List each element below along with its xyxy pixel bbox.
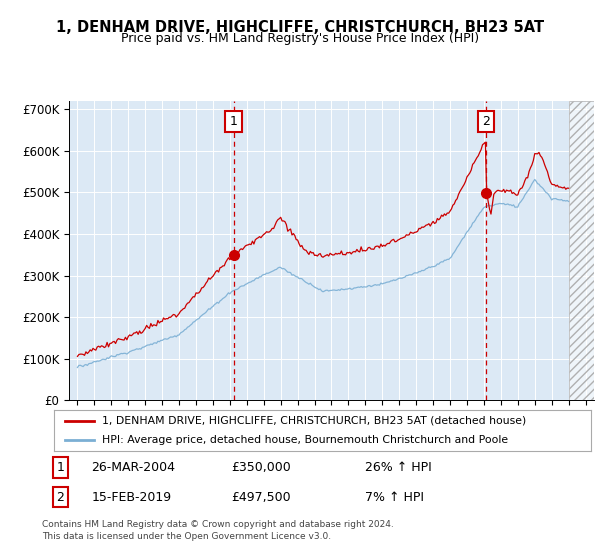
Text: 1: 1: [230, 115, 238, 128]
Text: 1, DENHAM DRIVE, HIGHCLIFFE, CHRISTCHURCH, BH23 5AT: 1, DENHAM DRIVE, HIGHCLIFFE, CHRISTCHURC…: [56, 20, 544, 35]
Bar: [569, 101, 600, 400]
Text: Price paid vs. HM Land Registry's House Price Index (HPI): Price paid vs. HM Land Registry's House …: [121, 32, 479, 45]
Text: £497,500: £497,500: [231, 491, 291, 503]
Text: HPI: Average price, detached house, Bournemouth Christchurch and Poole: HPI: Average price, detached house, Bour…: [103, 435, 508, 445]
Text: 2: 2: [56, 491, 64, 503]
Text: 1, DENHAM DRIVE, HIGHCLIFFE, CHRISTCHURCH, BH23 5AT (detached house): 1, DENHAM DRIVE, HIGHCLIFFE, CHRISTCHURC…: [103, 416, 527, 426]
Text: £350,000: £350,000: [231, 461, 291, 474]
Text: 2: 2: [482, 115, 490, 128]
Text: 26-MAR-2004: 26-MAR-2004: [92, 461, 176, 474]
Text: 15-FEB-2019: 15-FEB-2019: [92, 491, 172, 503]
Text: 26% ↑ HPI: 26% ↑ HPI: [365, 461, 432, 474]
Text: 1: 1: [56, 461, 64, 474]
Text: Contains HM Land Registry data © Crown copyright and database right 2024.
This d: Contains HM Land Registry data © Crown c…: [42, 520, 394, 541]
Text: 7% ↑ HPI: 7% ↑ HPI: [365, 491, 424, 503]
Bar: [569, 101, 600, 400]
